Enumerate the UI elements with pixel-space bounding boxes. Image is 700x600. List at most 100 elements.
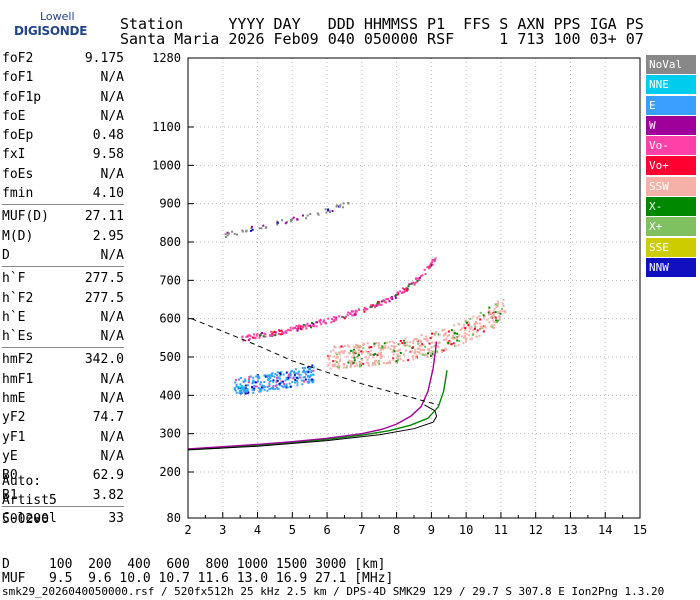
echo-point bbox=[304, 325, 307, 328]
echo-point bbox=[348, 352, 351, 355]
echo-point bbox=[402, 339, 405, 342]
echo-point bbox=[430, 346, 433, 349]
echo-point bbox=[377, 300, 380, 303]
echo-point bbox=[267, 374, 270, 377]
echo-point bbox=[263, 332, 266, 335]
echo-point bbox=[251, 386, 254, 389]
echo-point bbox=[242, 339, 245, 342]
echo-point bbox=[425, 354, 428, 357]
echo-point bbox=[264, 385, 267, 388]
echo-point bbox=[367, 356, 370, 359]
echo-point bbox=[247, 334, 250, 337]
echo-point bbox=[413, 352, 416, 355]
echo-point bbox=[437, 342, 440, 345]
echo-point bbox=[425, 335, 428, 338]
echo-point bbox=[489, 325, 492, 328]
echo-point bbox=[305, 373, 308, 376]
echo-point bbox=[265, 226, 268, 229]
echo-point bbox=[358, 365, 361, 368]
echo-point bbox=[325, 211, 328, 214]
param-name: D bbox=[2, 247, 10, 263]
echo-point bbox=[397, 292, 400, 295]
echo-point bbox=[306, 322, 309, 325]
param-row: B1 3.82 bbox=[2, 486, 124, 505]
param-value: 0.48 bbox=[92, 128, 124, 144]
divider bbox=[2, 347, 124, 349]
echo-point bbox=[453, 336, 456, 339]
x-tick-label: 8 bbox=[393, 523, 400, 537]
echo-point bbox=[289, 376, 292, 379]
echo-point bbox=[391, 298, 394, 301]
echo-point bbox=[380, 300, 383, 303]
echo-point bbox=[362, 347, 365, 350]
echo-point bbox=[382, 299, 385, 302]
echo-point bbox=[354, 352, 357, 355]
echo-point bbox=[276, 386, 279, 389]
echo-point bbox=[284, 379, 287, 382]
y-tick-label: 1000 bbox=[152, 158, 181, 172]
echo-point bbox=[334, 360, 337, 363]
echo-point bbox=[281, 332, 284, 335]
echo-point bbox=[423, 349, 426, 352]
echo-point bbox=[417, 347, 420, 350]
echo-point bbox=[309, 378, 312, 381]
echo-point bbox=[392, 353, 395, 356]
param-name: h`E bbox=[2, 309, 26, 325]
echo-point bbox=[255, 334, 258, 337]
echo-point bbox=[445, 337, 448, 340]
echo-point bbox=[389, 348, 392, 351]
polarization-legend: NoVal NNE E W Vo- Vo+ SSW X- X+ SSE NNW bbox=[646, 55, 696, 278]
x-tick-label: 12 bbox=[528, 523, 542, 537]
echo-point bbox=[423, 337, 426, 340]
echo-point bbox=[421, 343, 424, 346]
echo-point bbox=[448, 334, 451, 337]
y-tick-label: 500 bbox=[159, 350, 181, 364]
echo-point bbox=[257, 386, 260, 389]
echo-point bbox=[432, 345, 435, 348]
param-row: h`Es N/A bbox=[2, 327, 124, 346]
distance-row: D 100 200 400 600 800 1000 1500 3000 [km… bbox=[2, 557, 386, 572]
echo-point bbox=[296, 218, 299, 221]
param-name: MUF(D) bbox=[2, 209, 49, 225]
echo-point bbox=[241, 336, 244, 339]
echo-point bbox=[494, 316, 497, 319]
echo-point bbox=[305, 327, 308, 330]
echo-point bbox=[268, 383, 271, 386]
echo-point bbox=[440, 351, 443, 354]
param-name: foEp bbox=[2, 128, 34, 144]
echo-point bbox=[349, 365, 352, 368]
param-row: yE N/A bbox=[2, 447, 124, 466]
echo-point bbox=[327, 208, 330, 211]
echo-point bbox=[271, 374, 274, 377]
echo-point bbox=[434, 341, 437, 344]
echo-point bbox=[379, 303, 382, 306]
echo-point bbox=[464, 320, 467, 323]
echo-point bbox=[415, 281, 418, 284]
echo-point bbox=[490, 324, 493, 327]
echo-point bbox=[442, 333, 445, 336]
echo-point bbox=[420, 344, 423, 347]
echo-point bbox=[312, 366, 315, 369]
echo-point bbox=[237, 378, 240, 381]
echo-point bbox=[426, 352, 429, 355]
echo-point bbox=[307, 378, 310, 381]
echo-point bbox=[341, 206, 344, 209]
echo-point bbox=[338, 346, 341, 349]
x-tick-label: 14 bbox=[598, 523, 612, 537]
echo-point bbox=[240, 389, 243, 392]
param-value: 4.10 bbox=[92, 186, 124, 202]
echo-point bbox=[378, 301, 381, 304]
echo-point bbox=[359, 361, 362, 364]
echo-point bbox=[462, 342, 465, 345]
echo-point bbox=[498, 318, 501, 321]
echo-point bbox=[255, 375, 258, 378]
echo-point bbox=[454, 336, 457, 339]
echo-point bbox=[237, 387, 240, 390]
x-tick-label: 11 bbox=[494, 523, 508, 537]
echo-point bbox=[294, 368, 297, 371]
echo-point bbox=[423, 268, 426, 271]
echo-point bbox=[285, 385, 288, 388]
echo-point bbox=[305, 217, 308, 220]
echo-point bbox=[282, 373, 285, 376]
echo-point bbox=[306, 214, 309, 217]
